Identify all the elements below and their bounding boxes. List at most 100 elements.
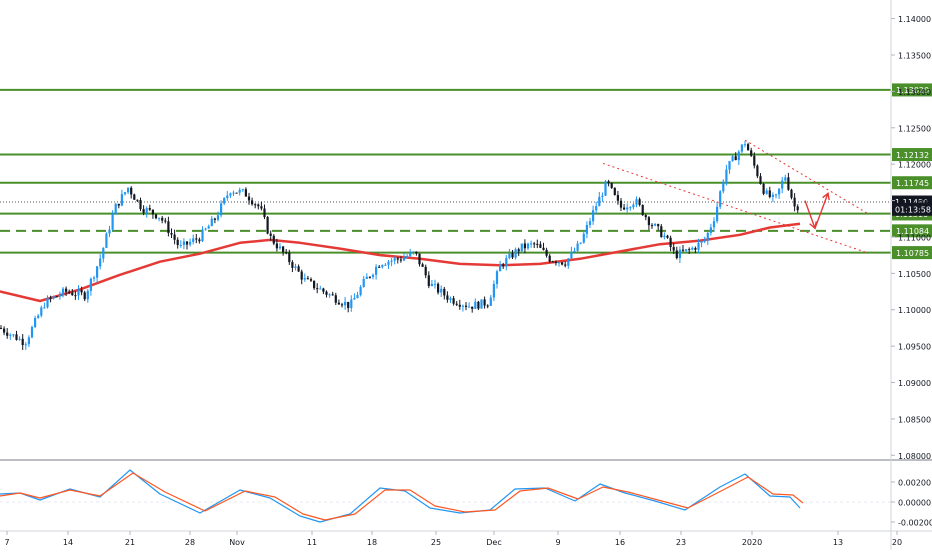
candle[interactable]: [406, 253, 409, 259]
candle[interactable]: [675, 246, 678, 260]
candle[interactable]: [266, 215, 269, 235]
candle[interactable]: [685, 249, 688, 253]
candle[interactable]: [774, 193, 778, 199]
candle[interactable]: [185, 241, 189, 250]
candle[interactable]: [117, 203, 120, 209]
candle[interactable]: [433, 279, 437, 289]
candle[interactable]: [530, 240, 533, 248]
candle[interactable]: [272, 234, 275, 246]
candle[interactable]: [204, 227, 207, 231]
candle[interactable]: [440, 285, 443, 297]
candle[interactable]: [235, 192, 238, 194]
candle[interactable]: [619, 197, 623, 212]
candle[interactable]: [734, 152, 737, 161]
candle[interactable]: [105, 232, 108, 248]
candle[interactable]: [136, 199, 139, 203]
candle[interactable]: [526, 242, 530, 251]
candle[interactable]: [331, 291, 334, 296]
candle[interactable]: [325, 290, 328, 298]
candle[interactable]: [623, 203, 626, 211]
candle[interactable]: [223, 197, 226, 206]
candle[interactable]: [334, 292, 337, 306]
candle[interactable]: [313, 280, 316, 290]
candle[interactable]: [288, 249, 291, 265]
candle[interactable]: [747, 142, 750, 151]
candle[interactable]: [443, 286, 446, 300]
candle[interactable]: [765, 188, 768, 195]
candle[interactable]: [520, 243, 523, 253]
candle[interactable]: [319, 285, 322, 290]
candle[interactable]: [511, 249, 514, 260]
candle[interactable]: [483, 296, 486, 309]
candle[interactable]: [399, 256, 402, 263]
candle[interactable]: [468, 302, 471, 308]
candle[interactable]: [120, 189, 123, 207]
candle[interactable]: [418, 253, 421, 267]
candle[interactable]: [573, 247, 576, 253]
candle[interactable]: [241, 188, 244, 192]
candle[interactable]: [133, 193, 136, 200]
candle[interactable]: [322, 287, 325, 295]
candle[interactable]: [793, 193, 796, 212]
candle[interactable]: [316, 283, 319, 294]
candle[interactable]: [641, 204, 644, 216]
trendline[interactable]: [744, 139, 869, 215]
candle[interactable]: [378, 265, 381, 268]
candle[interactable]: [502, 262, 505, 269]
candle[interactable]: [40, 305, 43, 318]
candle[interactable]: [787, 172, 790, 191]
candle[interactable]: [635, 196, 638, 208]
candle[interactable]: [86, 288, 89, 303]
candle[interactable]: [92, 275, 96, 282]
candle[interactable]: [260, 201, 263, 211]
candle[interactable]: [716, 202, 719, 224]
candle[interactable]: [415, 251, 418, 256]
candle[interactable]: [275, 238, 278, 252]
candle[interactable]: [688, 247, 691, 255]
candle[interactable]: [768, 186, 771, 199]
candle[interactable]: [610, 182, 613, 189]
candle[interactable]: [192, 234, 195, 245]
candle[interactable]: [210, 216, 213, 227]
candle[interactable]: [251, 197, 254, 206]
trendline[interactable]: [602, 162, 869, 254]
candle[interactable]: [303, 273, 306, 282]
candle[interactable]: [6, 328, 9, 339]
candle[interactable]: [282, 245, 285, 256]
candle[interactable]: [554, 260, 557, 266]
candle[interactable]: [151, 209, 154, 219]
candle[interactable]: [452, 295, 455, 306]
candle[interactable]: [309, 277, 313, 282]
candle[interactable]: [712, 217, 716, 233]
candle[interactable]: [539, 241, 542, 249]
candle[interactable]: [80, 286, 83, 296]
candle[interactable]: [784, 174, 787, 182]
candle[interactable]: [213, 217, 216, 224]
candle[interactable]: [771, 192, 774, 202]
candle[interactable]: [390, 258, 393, 267]
candle[interactable]: [505, 255, 508, 271]
candle[interactable]: [285, 248, 288, 255]
candle[interactable]: [592, 205, 595, 225]
candle[interactable]: [523, 239, 526, 254]
candle[interactable]: [644, 213, 647, 221]
candle[interactable]: [427, 271, 430, 289]
candle[interactable]: [30, 325, 34, 339]
candle[interactable]: [697, 238, 700, 254]
candle[interactable]: [722, 179, 725, 194]
candle[interactable]: [167, 216, 170, 237]
candle[interactable]: [12, 333, 15, 338]
candle[interactable]: [706, 231, 709, 246]
candle[interactable]: [0, 325, 3, 330]
candle[interactable]: [353, 293, 356, 300]
candle[interactable]: [365, 273, 368, 279]
candle[interactable]: [269, 230, 272, 241]
candle[interactable]: [344, 297, 347, 310]
candle[interactable]: [232, 190, 235, 196]
candle[interactable]: [347, 301, 350, 313]
candle[interactable]: [657, 223, 660, 231]
candle[interactable]: [179, 240, 182, 248]
candle[interactable]: [424, 264, 427, 279]
candle[interactable]: [148, 204, 151, 212]
